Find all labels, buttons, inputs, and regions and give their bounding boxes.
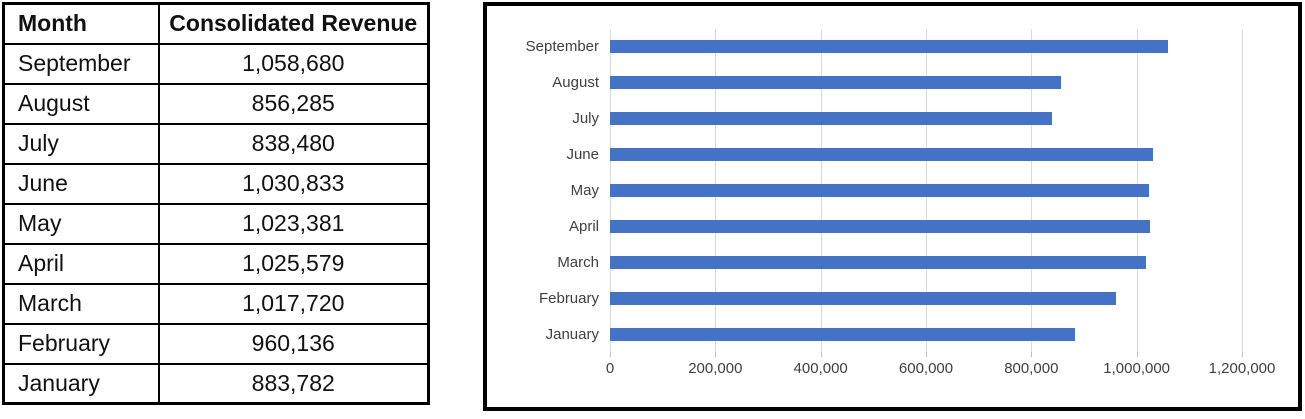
category-label: February: [538, 289, 599, 307]
table-row: March 1,017,720: [2, 282, 430, 325]
category-label: August: [552, 74, 599, 92]
bar-row: [610, 208, 1242, 244]
category-label: March: [557, 253, 599, 271]
table-row: January 883,782: [2, 362, 430, 405]
table-cell-month: March: [2, 282, 160, 325]
bar-row: [610, 280, 1242, 316]
column-header-revenue: Consolidated Revenue: [157, 2, 430, 45]
bar-row: [610, 101, 1242, 137]
table-cell-revenue: 1,030,833: [157, 162, 430, 205]
table-header-row: Month Consolidated Revenue: [2, 2, 430, 45]
value-axis-label: 600,000: [898, 360, 954, 377]
value-axis-label: 1,000,000: [1103, 360, 1171, 377]
table-cell-month: May: [2, 202, 160, 245]
gridline: [1242, 29, 1243, 352]
tick-mark: [715, 352, 717, 357]
bar-may: [610, 184, 1149, 197]
tick-mark: [820, 352, 822, 357]
bar-january: [610, 327, 1076, 341]
bar-row: [610, 244, 1242, 280]
table-row: May 1,023,381: [2, 202, 430, 245]
tick-mark: [610, 352, 611, 357]
table-cell-revenue: 883,782: [157, 362, 430, 405]
category-label: July: [572, 110, 599, 128]
table-row: June 1,030,833: [2, 162, 430, 205]
table-cell-revenue: 960,136: [157, 322, 430, 365]
table-cell-month: September: [2, 42, 160, 85]
category-label: September: [525, 38, 599, 56]
chart-bars: [610, 29, 1242, 352]
bar-row: [610, 65, 1242, 101]
table-cell-month: January: [2, 362, 160, 405]
table-cell-month: February: [2, 322, 160, 365]
bar-september: [610, 40, 1168, 54]
category-label: April: [568, 217, 599, 235]
value-axis-label: 400,000: [793, 360, 848, 377]
table-cell-revenue: 1,025,579: [157, 242, 430, 285]
chart-plot-area: [610, 29, 1243, 352]
chart-value-axis: 0 200,000 400,000 600,000 800,000 1,000,000 1,…: [606, 352, 1275, 382]
bar-february: [610, 291, 1116, 305]
value-axis-label: 0: [605, 360, 615, 377]
bar-row: [610, 137, 1242, 173]
bar-july: [610, 112, 1052, 126]
bar-row: [610, 173, 1242, 209]
table-cell-revenue: 1,058,680: [157, 42, 430, 85]
table-cell-revenue: 1,017,720: [157, 282, 430, 325]
table-row: April 1,025,579: [2, 242, 430, 285]
chart-category-axis: September August July June May April March Febr…: [487, 29, 599, 352]
value-axis-label: 800,000: [1004, 360, 1059, 377]
tick-mark: [1242, 352, 1243, 357]
table-cell-revenue: 1,023,381: [157, 202, 430, 245]
table-cell-revenue: 856,285: [157, 82, 430, 125]
table-cell-revenue: 838,480: [157, 122, 430, 165]
column-header-month: Month: [2, 2, 160, 45]
table-row: September 1,058,680: [2, 42, 430, 85]
tick-mark: [926, 352, 927, 357]
table-cell-month: April: [2, 242, 160, 285]
category-label: June: [566, 146, 599, 164]
revenue-table: Month Consolidated Revenue September 1,05…: [2, 2, 430, 405]
bar-march: [610, 255, 1146, 269]
table-cell-month: August: [2, 82, 160, 125]
table-row: July 838,480: [2, 122, 430, 165]
revenue-bar-chart: September August July June May April March Febr…: [483, 2, 1302, 411]
value-axis-label: 1,200,000: [1208, 360, 1276, 377]
bar-june: [610, 148, 1153, 162]
tick-mark: [1031, 352, 1033, 357]
table-row: February 960,136: [2, 322, 430, 365]
table-cell-month: June: [2, 162, 160, 205]
bar-august: [610, 76, 1061, 90]
tick-mark: [1136, 352, 1138, 357]
bar-april: [610, 219, 1151, 233]
category-label: May: [570, 182, 599, 199]
bar-row: [610, 316, 1242, 352]
table-cell-month: July: [2, 122, 160, 165]
value-axis-label: 200,000: [688, 360, 743, 377]
bar-row: [610, 29, 1242, 65]
table-row: August 856,285: [2, 82, 430, 125]
category-label: January: [545, 325, 599, 343]
